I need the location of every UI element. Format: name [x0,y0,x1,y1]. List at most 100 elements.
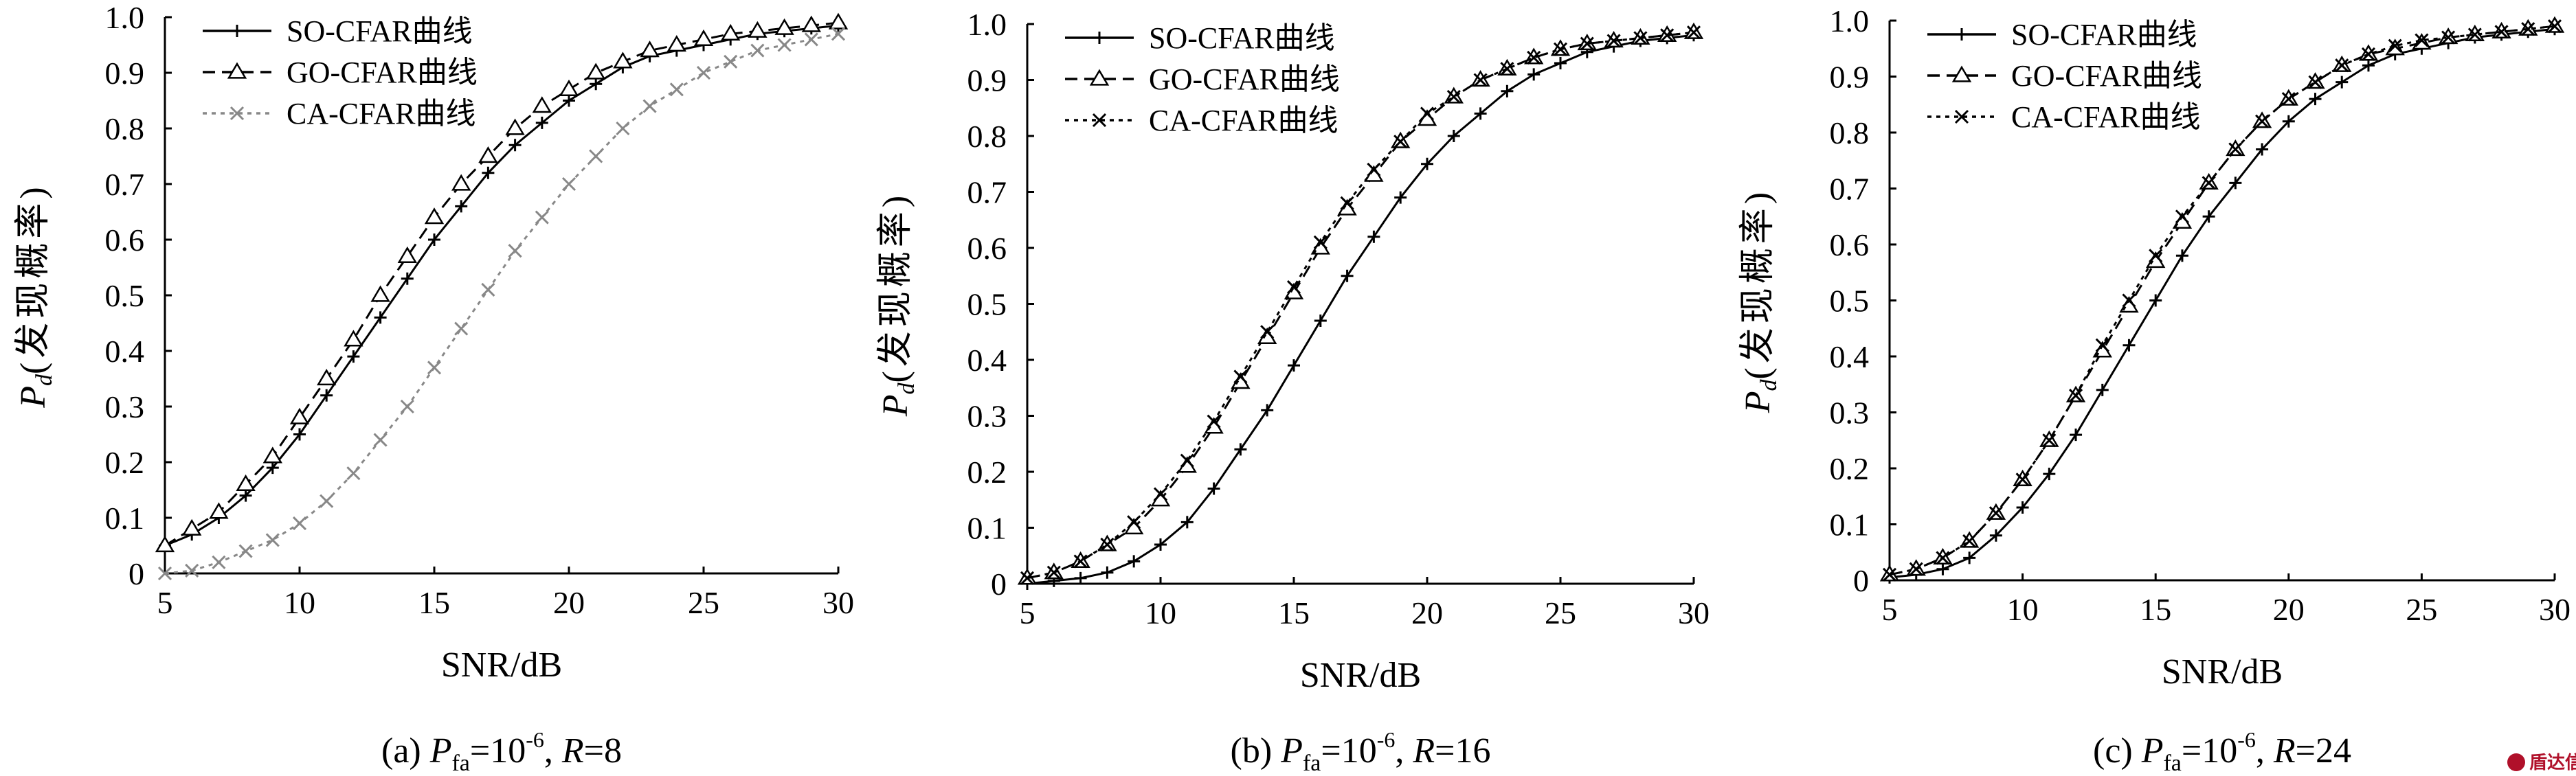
y-tick-label: 0.8 [105,111,145,146]
y-tick-label: 0.4 [1830,339,1870,374]
legend-marker [231,25,243,37]
x-tick-label: 30 [2539,592,2571,627]
data-point [182,518,202,536]
data-point [1553,42,1568,56]
data-point [2309,93,2322,106]
data-point [482,166,495,179]
data-point [669,82,684,97]
y-tick-label: 0.9 [105,56,145,91]
data-point [454,321,469,336]
x-tick-label: 5 [157,585,173,620]
data-point [481,282,495,297]
data-point [428,233,440,246]
data-point [155,536,175,553]
data-point [2123,339,2136,352]
data-point [1989,529,2002,542]
series-line [1889,25,2555,576]
chart-panel-1: 5 10 15 20 25 30 0 0.1 0.2 0.3 0.4 0.5 0.6 0.7 0.8 0.9 1… [14,0,854,776]
data-point [1207,414,1221,429]
data-point [1527,68,1541,81]
data-point [451,174,471,191]
data-point [157,566,172,581]
data-point [667,35,686,52]
legend-label: CA-CFAR曲线 [2011,100,2200,134]
legend-entry: CA-CFAR曲线 [1065,104,1338,137]
x-tick-label: 10 [1145,595,1176,630]
data-point [2521,22,2535,36]
data-point [693,29,714,47]
x-tick-label: 25 [688,585,719,620]
legend-marker [1092,113,1107,128]
x-tick-label: 10 [2007,592,2039,627]
data-point [1101,566,1114,579]
legend: SO-CFAR曲线 GO-CFAR曲线 CA-CFAR曲线 [1927,18,2202,134]
series-line [1027,34,1694,585]
data-point [1962,534,1977,549]
data-point [2441,30,2456,45]
x-tick-label: 30 [1678,595,1710,630]
y-tick-label: 0.6 [1830,227,1870,262]
series-line [164,32,839,575]
y-tick-label: 0.9 [967,63,1007,98]
data-point [590,78,603,91]
data-point [1963,551,1976,564]
data-point [1367,230,1380,243]
y-tick-label: 0.8 [1830,115,1870,150]
data-point [696,65,711,80]
data-point [1527,50,1541,65]
data-point [1340,196,1354,210]
data-point [1686,25,1701,40]
data-point [373,433,388,447]
y-tick-label: 0.7 [1830,172,1870,207]
legend-label: GO-CFAR曲线 [1149,62,1340,96]
y-tick-label: 0 [1853,563,1869,598]
data-point [1421,157,1433,170]
x-axis-label: SNR/dB [1300,656,1421,695]
series-line [1889,25,2555,576]
series-plus [159,19,844,552]
data-point [2308,75,2322,89]
data-point [344,330,363,347]
data-point [1989,506,2003,521]
data-point [559,79,579,96]
data-point [1446,89,1461,104]
legend-label: SO-CFAR曲线 [1149,21,1335,55]
data-point [401,272,414,285]
watermark: 盾达信 [2507,753,2576,773]
legend-entry: GO-CFAR曲线 [203,56,478,89]
data-point [721,23,741,41]
data-point [455,200,468,213]
data-point [1474,107,1487,120]
legend-entry: GO-CFAR曲线 [1065,62,1340,96]
data-point [1288,359,1300,372]
y-tick-label: 0 [991,567,1007,602]
data-point [2494,25,2509,39]
data-point [2228,142,2243,157]
data-point [750,43,765,58]
watermark-logo-icon [2507,753,2525,771]
y-tick-label: 0.9 [1830,60,1870,95]
data-point [2467,27,2482,42]
data-point [2070,429,2083,442]
legend-marker [1093,32,1106,44]
data-point [535,210,549,225]
legend-entry: GO-CFAR曲线 [1927,59,2202,93]
data-point [289,407,310,424]
x-tick-label: 25 [1545,595,1576,630]
x-tick-label: 15 [2140,592,2171,627]
data-point [804,32,818,47]
series-line [1027,31,1694,580]
x-axis-label: SNR/dB [2162,652,2283,692]
data-point [1341,269,1354,282]
data-point [1233,369,1248,384]
legend-entry: SO-CFAR曲线 [1927,18,2197,52]
y-tick-label: 0.6 [105,222,145,258]
data-point [640,41,660,58]
legend-marker [1954,109,1969,124]
data-point [1420,106,1435,121]
data-point [2362,59,2375,72]
legend: SO-CFAR曲线 GO-CFAR曲线 CA-CFAR曲线 [203,14,478,130]
data-point [1606,34,1621,48]
data-point [774,18,794,35]
data-point [212,555,226,569]
